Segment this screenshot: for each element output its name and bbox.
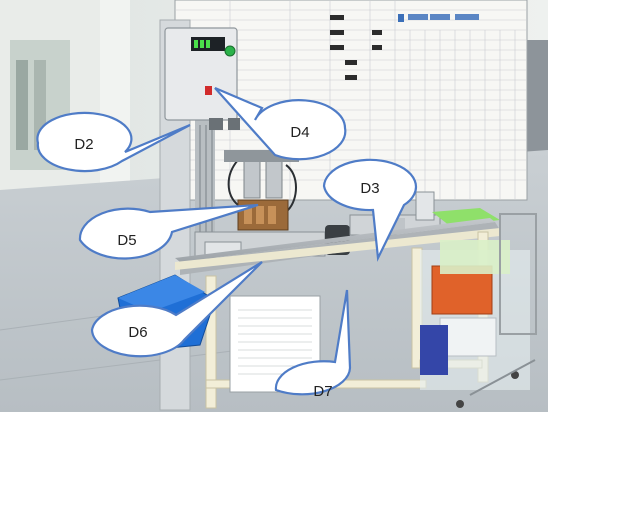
callout-d2-label: D2 [74,136,93,153]
callout-d4-label: D4 [290,124,309,141]
callout-d6-bubble [90,261,263,358]
callout-d5-label: D5 [117,232,136,249]
green-button [224,45,236,57]
callout-d3-bubble [322,158,418,262]
callout-d2-bubble [36,111,191,173]
workstation-photo [0,0,548,412]
red-switch [205,86,212,95]
callout-d5-bubble [78,203,259,260]
callout-d3-label: D3 [360,180,379,197]
callout-d7-label: D7 [313,383,332,400]
callout-d6-label: D6 [128,324,147,341]
callout-d7-bubble [274,289,352,396]
callout-d4-bubble [214,86,347,161]
blue-tray [420,325,448,375]
